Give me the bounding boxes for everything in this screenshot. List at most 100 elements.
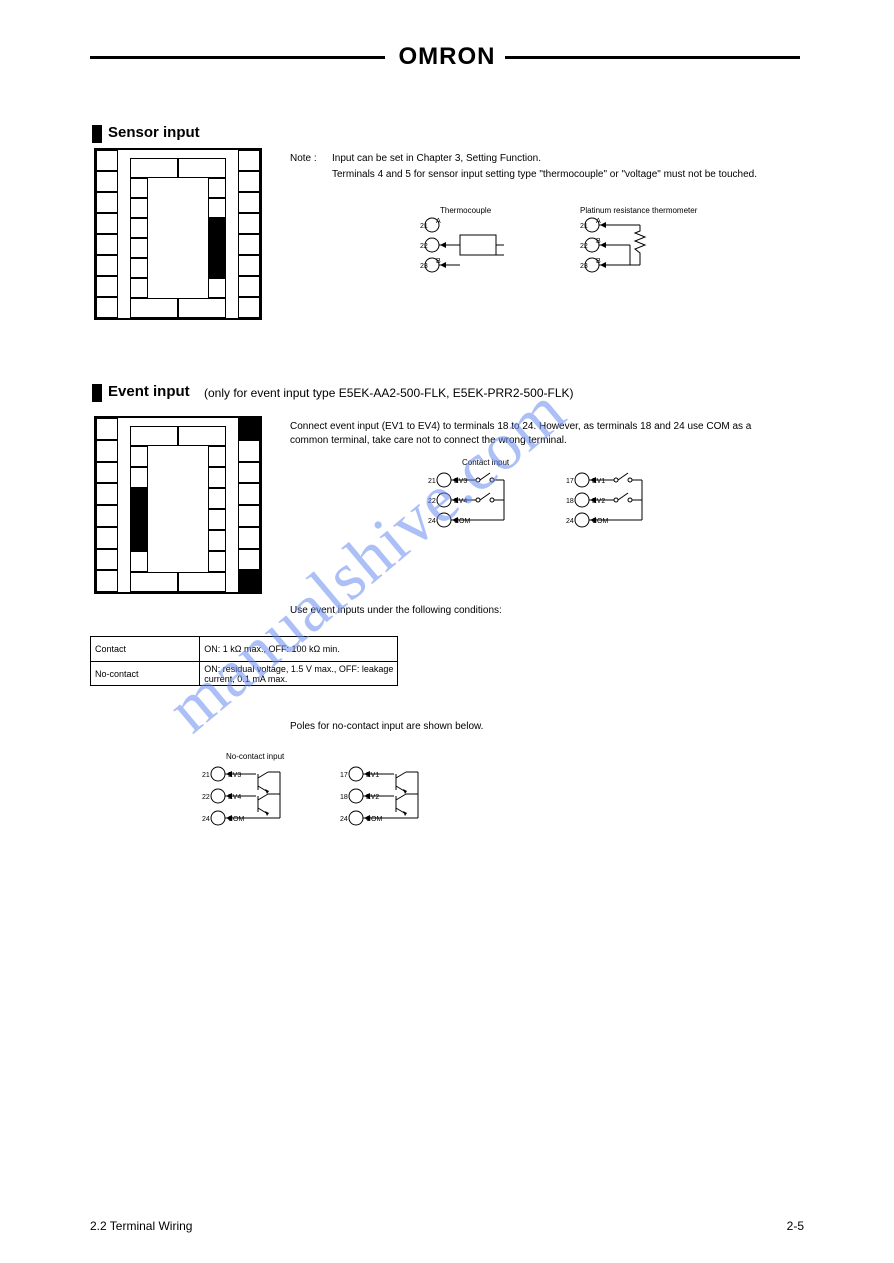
terminal-cell xyxy=(178,298,226,318)
terminal-cell xyxy=(96,505,118,527)
terminal-cell xyxy=(238,527,260,549)
diagram-label: Thermocouple xyxy=(440,206,492,215)
terminal-cell xyxy=(238,255,260,276)
terminal-cell xyxy=(208,198,226,218)
terminal-cell xyxy=(238,570,260,592)
svg-text:24: 24 xyxy=(566,518,574,525)
terminal-cell xyxy=(178,572,226,592)
svg-text:22: 22 xyxy=(428,498,436,505)
brand-logo: OMRON xyxy=(0,43,894,71)
terminal-cell xyxy=(238,483,260,505)
terminal-cell xyxy=(178,426,226,446)
terminal-cell xyxy=(96,483,118,505)
svg-text:24: 24 xyxy=(340,816,348,823)
terminal-cell xyxy=(96,462,118,484)
page: OMRON Sensor input Note : Input can be s… xyxy=(0,0,894,1263)
poles-note: Poles for no-contact input are shown bel… xyxy=(290,720,790,734)
terminal-block-event xyxy=(94,416,262,594)
section-bar-event xyxy=(92,384,102,402)
sensor-note-2: Terminals 4 and 5 for sensor input setti… xyxy=(332,168,792,182)
terminal-cell xyxy=(238,440,260,462)
terminal-cell xyxy=(208,551,226,572)
table-row: No-contact ON: residual voltage, 1.5 V m… xyxy=(91,661,397,685)
terminal-cell xyxy=(130,218,148,238)
terminal-cell xyxy=(238,150,260,171)
terminal-cell xyxy=(130,488,148,509)
svg-text:17: 17 xyxy=(566,478,574,485)
terminal-cell xyxy=(238,276,260,297)
terminal-cell xyxy=(238,549,260,571)
event-desc: Connect event input (EV1 to EV4) to term… xyxy=(290,420,790,448)
terminal-cell xyxy=(208,278,226,298)
svg-text:24: 24 xyxy=(202,816,210,823)
terminal-cell xyxy=(96,570,118,592)
sensor-note-label: Note : xyxy=(290,152,317,166)
svg-text:22: 22 xyxy=(420,243,428,250)
terminal-cell xyxy=(96,297,118,318)
section-bar-sensor xyxy=(92,125,102,143)
terminal-cell xyxy=(96,234,118,255)
terminal-cell xyxy=(208,467,226,488)
svg-text:21: 21 xyxy=(202,772,210,779)
terminal-cell xyxy=(96,418,118,440)
table-cell: No-contact xyxy=(91,662,200,685)
terminal-cell xyxy=(130,446,148,467)
terminal-cell xyxy=(208,258,226,278)
terminal-cell xyxy=(238,192,260,213)
terminal-cell xyxy=(238,505,260,527)
section-title-sensor: Sensor input xyxy=(108,124,200,141)
diagram-contact-input-a: Contact input 21 22 24 EV3 EV4 COM xyxy=(432,468,552,548)
spec-intro: Use event inputs under the following con… xyxy=(290,604,790,618)
svg-text:22: 22 xyxy=(202,794,210,801)
table-row: Contact ON: 1 kΩ max., OFF: 100 kΩ min. xyxy=(91,637,397,661)
terminal-cell xyxy=(208,488,226,509)
svg-text:21: 21 xyxy=(580,223,588,230)
terminal-cell xyxy=(238,213,260,234)
diagram-nocontact-a: No-contact input 21 22 24 EV3 EV4 COM xyxy=(206,762,346,852)
svg-text:22: 22 xyxy=(580,243,588,250)
svg-text:17: 17 xyxy=(340,772,348,779)
svg-text:23: 23 xyxy=(580,263,588,270)
terminal-cell xyxy=(238,462,260,484)
svg-text:24: 24 xyxy=(428,518,436,525)
footer-right: 2-5 xyxy=(787,1219,804,1233)
terminal-cell xyxy=(96,276,118,297)
terminal-cell xyxy=(96,440,118,462)
svg-text:18: 18 xyxy=(566,498,574,505)
terminal-cell xyxy=(130,426,178,446)
diagram-thermocouple: Thermocouple 21 22 23 xyxy=(420,205,560,285)
terminal-cell xyxy=(208,530,226,551)
terminal-cell xyxy=(96,171,118,192)
terminal-cell xyxy=(130,258,148,278)
terminal-cell xyxy=(130,298,178,318)
spec-table: Contact ON: 1 kΩ max., OFF: 100 kΩ min. … xyxy=(90,636,398,686)
terminal-cell xyxy=(238,234,260,255)
sensor-note-1: Input can be set in Chapter 3, Setting F… xyxy=(332,152,792,166)
terminal-cell xyxy=(208,218,226,238)
diagram-contact-input-b: 17 18 24 EV1 EV2 COM xyxy=(570,468,690,548)
terminal-cell xyxy=(208,446,226,467)
table-cell: ON: 1 kΩ max., OFF: 100 kΩ min. xyxy=(200,637,397,661)
terminal-cell xyxy=(208,509,226,530)
terminal-cell xyxy=(130,551,148,572)
terminal-cell xyxy=(130,238,148,258)
terminal-cell xyxy=(96,213,118,234)
footer-left: 2.2 Terminal Wiring xyxy=(90,1219,192,1233)
terminal-cell xyxy=(96,549,118,571)
svg-text:21: 21 xyxy=(428,478,436,485)
terminal-cell xyxy=(130,572,178,592)
table-cell: ON: residual voltage, 1.5 V max., OFF: l… xyxy=(200,662,397,685)
terminal-cell xyxy=(208,178,226,198)
terminal-cell xyxy=(178,158,226,178)
terminal-cell xyxy=(238,418,260,440)
terminal-cell xyxy=(96,192,118,213)
terminal-cell xyxy=(96,527,118,549)
terminal-cell xyxy=(96,150,118,171)
terminal-cell xyxy=(238,297,260,318)
svg-text:21: 21 xyxy=(420,223,428,230)
section-subtitle-event: (only for event input type E5EK-AA2-500-… xyxy=(204,386,574,400)
svg-text:23: 23 xyxy=(420,263,428,270)
svg-text:No-contact input: No-contact input xyxy=(226,752,285,761)
svg-text:18: 18 xyxy=(340,794,348,801)
terminal-cell xyxy=(130,178,148,198)
